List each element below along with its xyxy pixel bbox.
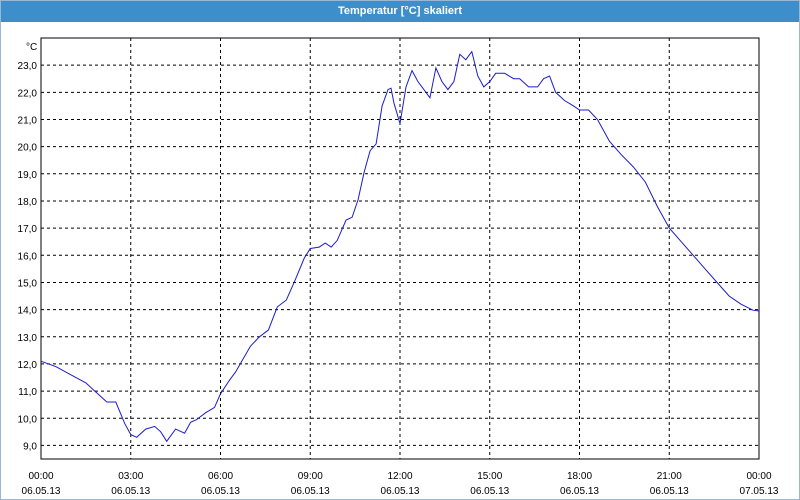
y-tick-label: 14,0 <box>18 306 38 317</box>
x-axis-ticks: 00:00 06.05.13 03:00 06.05.13 06:00 06.05.13 0… <box>22 471 779 497</box>
x-tick-date-label: 06.05.13 <box>381 486 420 497</box>
x-tick-time-label: 18:00 <box>567 471 592 482</box>
y-tick-label: 13,0 <box>18 333 38 344</box>
y-tick-label: 16,0 <box>18 251 38 262</box>
y-tick-label: 9,0 <box>23 441 37 452</box>
x-tick-date-label: 06.05.13 <box>291 486 330 497</box>
y-tick-label: 18,0 <box>18 197 38 208</box>
y-tick-label: 10,0 <box>18 414 38 425</box>
y-tick-label: 15,0 <box>18 278 38 289</box>
x-tick-date-label: 07.05.13 <box>740 486 779 497</box>
y-tick-label: 17,0 <box>18 224 38 235</box>
x-tick-time-label: 21:00 <box>657 471 682 482</box>
y-axis-unit-label: °C <box>26 42 37 53</box>
y-tick-label: 22,0 <box>18 88 38 99</box>
x-tick-date-label: 06.05.13 <box>470 486 509 497</box>
x-tick-date-label: 06.05.13 <box>650 486 689 497</box>
x-tick-date-label: 06.05.13 <box>560 486 599 497</box>
y-tick-label: 21,0 <box>18 115 38 126</box>
y-tick-label: 11,0 <box>18 387 37 398</box>
y-tick-label: 19,0 <box>18 170 38 181</box>
x-tick-date-label: 06.05.13 <box>22 486 61 497</box>
x-tick-time-label: 00:00 <box>28 471 53 482</box>
grid-lines <box>41 38 759 459</box>
window-title: Temperatur [°C] skaliert <box>1 1 799 22</box>
x-tick-time-label: 00:00 <box>746 471 771 482</box>
x-tick-date-label: 06.05.13 <box>201 486 240 497</box>
x-tick-time-label: 09:00 <box>298 471 323 482</box>
y-tick-label: 12,0 <box>18 360 38 371</box>
y-tick-label: 20,0 <box>18 143 38 154</box>
y-axis-ticks: 9,0 10,0 11,0 12,0 13,0 14,0 15,0 16,0 17,0 18,0 1… <box>18 61 38 452</box>
x-tick-time-label: 03:00 <box>118 471 143 482</box>
plot-frame <box>40 37 760 460</box>
temperature-series-line <box>40 50 760 443</box>
x-tick-date-label: 06.05.13 <box>111 486 150 497</box>
x-tick-time-label: 12:00 <box>387 471 412 482</box>
y-tick-label: 23,0 <box>18 61 38 72</box>
x-tick-time-label: 06:00 <box>208 471 233 482</box>
x-tick-time-label: 15:00 <box>477 471 502 482</box>
